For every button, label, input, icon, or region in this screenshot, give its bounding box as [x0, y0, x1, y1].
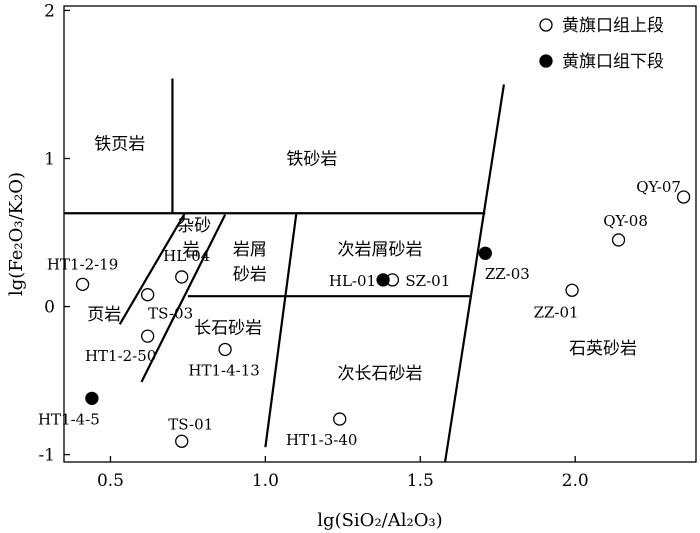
filled-point [85, 391, 99, 405]
open-point [175, 434, 189, 448]
region-label: 长石砂岩 [194, 318, 262, 338]
point-label: HT1-3-40 [286, 431, 357, 449]
point-label: QY-08 [603, 212, 648, 230]
point-label: ZZ-03 [485, 265, 530, 283]
boundary-line-6 [443, 84, 506, 463]
point-label: ZZ-01 [534, 303, 579, 321]
point-label: HT1-4-5 [38, 410, 100, 428]
open-point [140, 288, 155, 302]
y-axis-title: lg(Fe₂O₃/K₂O) [6, 172, 27, 296]
plot-frame [63, 5, 697, 463]
filled-point [376, 273, 390, 287]
boundary-line-3 [140, 214, 227, 383]
point-label: HL-04 [163, 247, 210, 265]
open-point [611, 233, 626, 247]
region-label: 次长石砂岩 [338, 364, 423, 384]
open-point [175, 270, 189, 284]
y-tick-label: 1 [44, 149, 55, 169]
region-label: 铁页岩 [94, 135, 145, 155]
region-label: 岩 [183, 240, 200, 260]
region-label: 铁砂岩 [286, 149, 337, 169]
y-tick-label: 2 [44, 1, 55, 21]
x-tick-label: 1.0 [252, 471, 279, 491]
point-label: TS-03 [148, 305, 193, 323]
y-tick-label: 0 [44, 298, 55, 318]
region-label: 页岩 [87, 305, 121, 325]
legend-filled-marker [539, 54, 553, 68]
x-tick-label: 2.0 [562, 471, 589, 491]
open-point [565, 283, 579, 297]
x-tick-label: 1.5 [407, 471, 434, 491]
x-axis-title: lg(SiO₂/Al₂O₃) [317, 510, 442, 531]
region-label: 砂岩 [233, 265, 267, 285]
open-point [140, 329, 155, 343]
point-label: HT1-2-50 [85, 347, 156, 365]
region-label: 杂砂 [177, 216, 211, 236]
point-label: TS-01 [168, 415, 213, 433]
y-tick-label: -1 [38, 446, 55, 466]
region-label: 次岩屑砂岩 [338, 240, 423, 260]
open-point [218, 342, 232, 357]
point-label: SZ-01 [405, 272, 450, 290]
boundary-line-2 [118, 212, 186, 325]
point-label: QY-07 [636, 178, 681, 196]
open-point [333, 412, 347, 426]
filled-point [478, 246, 492, 260]
x-tick-label: 0.5 [97, 471, 124, 491]
open-point [75, 277, 90, 291]
legend-label: 黄旗口组下段 [562, 52, 664, 72]
open-point [676, 190, 691, 204]
point-label: HT1-2-19 [47, 255, 118, 273]
legend-label: 黄旗口组上段 [562, 16, 664, 36]
boundary-line-4 [264, 213, 298, 448]
point-label: HT1-4-13 [188, 361, 259, 379]
point-label: HL-01 [329, 272, 376, 290]
region-label: 石英砂岩 [569, 339, 637, 359]
legend-open-marker [539, 18, 553, 32]
region-label: 岩屑 [233, 240, 267, 260]
